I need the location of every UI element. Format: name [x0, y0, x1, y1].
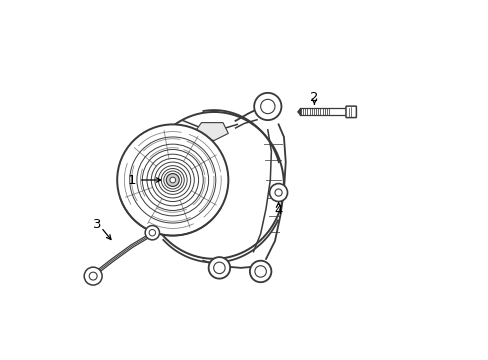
FancyBboxPatch shape [346, 106, 356, 118]
Polygon shape [297, 108, 300, 116]
Circle shape [169, 177, 175, 183]
Circle shape [166, 174, 179, 186]
Circle shape [117, 125, 228, 235]
Circle shape [269, 184, 287, 202]
Text: 4: 4 [274, 204, 282, 217]
Polygon shape [192, 123, 228, 140]
Circle shape [249, 261, 271, 282]
Circle shape [145, 226, 159, 240]
Circle shape [254, 93, 281, 120]
Text: 2: 2 [309, 91, 318, 104]
Circle shape [208, 257, 230, 279]
Circle shape [84, 267, 102, 285]
Text: 1: 1 [127, 174, 136, 186]
Text: 3: 3 [92, 218, 101, 231]
